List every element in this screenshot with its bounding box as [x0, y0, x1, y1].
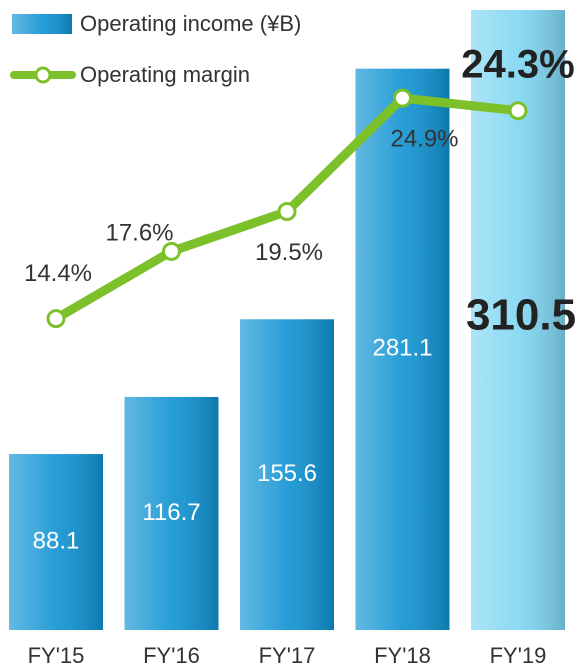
bar-value-label: 281.1: [372, 335, 432, 362]
x-tick-label: FY'16: [143, 643, 200, 668]
bar-shade: [355, 68, 450, 630]
bar-value-label: 310.5: [466, 291, 576, 340]
bar-value-label: 116.7: [142, 499, 200, 526]
margin-value-label: 17.6%: [105, 220, 173, 247]
legend-swatch-marker: [34, 66, 52, 84]
legend-swatch-shade: [12, 14, 72, 34]
legend-label: Operating margin: [80, 62, 250, 87]
bar-value-label: 88.1: [33, 527, 80, 554]
bar-shade: [9, 454, 103, 630]
bar-shade: [240, 319, 334, 630]
margin-value-label: 24.3%: [461, 42, 574, 86]
margin-marker: [46, 309, 66, 329]
bar-value-label: 155.6: [257, 460, 317, 487]
margin-marker: [277, 202, 297, 221]
legend-label: Operating income (¥B): [80, 11, 301, 36]
x-tick-label: FY'17: [259, 643, 316, 668]
margin-marker: [393, 88, 412, 108]
margin-value-label: 24.9%: [390, 125, 458, 152]
x-tick-label: FY'15: [28, 643, 85, 668]
x-tick-label: FY'19: [490, 643, 547, 668]
margin-marker: [162, 241, 181, 261]
margin-marker: [508, 101, 528, 121]
bar-shade: [124, 396, 219, 630]
margin-value-label: 14.4%: [24, 260, 92, 287]
margin-value-label: 19.5%: [255, 239, 323, 266]
x-tick-label: FY'18: [374, 643, 431, 668]
